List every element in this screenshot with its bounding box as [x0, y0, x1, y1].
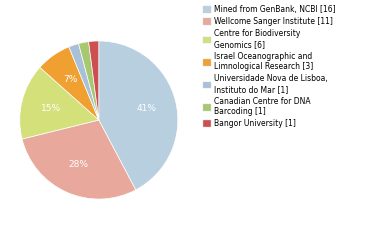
Text: 41%: 41% [136, 104, 156, 113]
Wedge shape [89, 41, 99, 120]
Wedge shape [20, 67, 99, 139]
Wedge shape [40, 47, 99, 120]
Wedge shape [22, 120, 136, 199]
Text: 7%: 7% [63, 76, 78, 84]
Wedge shape [69, 44, 99, 120]
Text: 28%: 28% [69, 160, 89, 169]
Legend: Mined from GenBank, NCBI [16], Wellcome Sanger Institute [11], Centre for Biodiv: Mined from GenBank, NCBI [16], Wellcome … [201, 4, 337, 130]
Wedge shape [99, 41, 178, 190]
Wedge shape [79, 42, 99, 120]
Text: 15%: 15% [41, 104, 61, 113]
